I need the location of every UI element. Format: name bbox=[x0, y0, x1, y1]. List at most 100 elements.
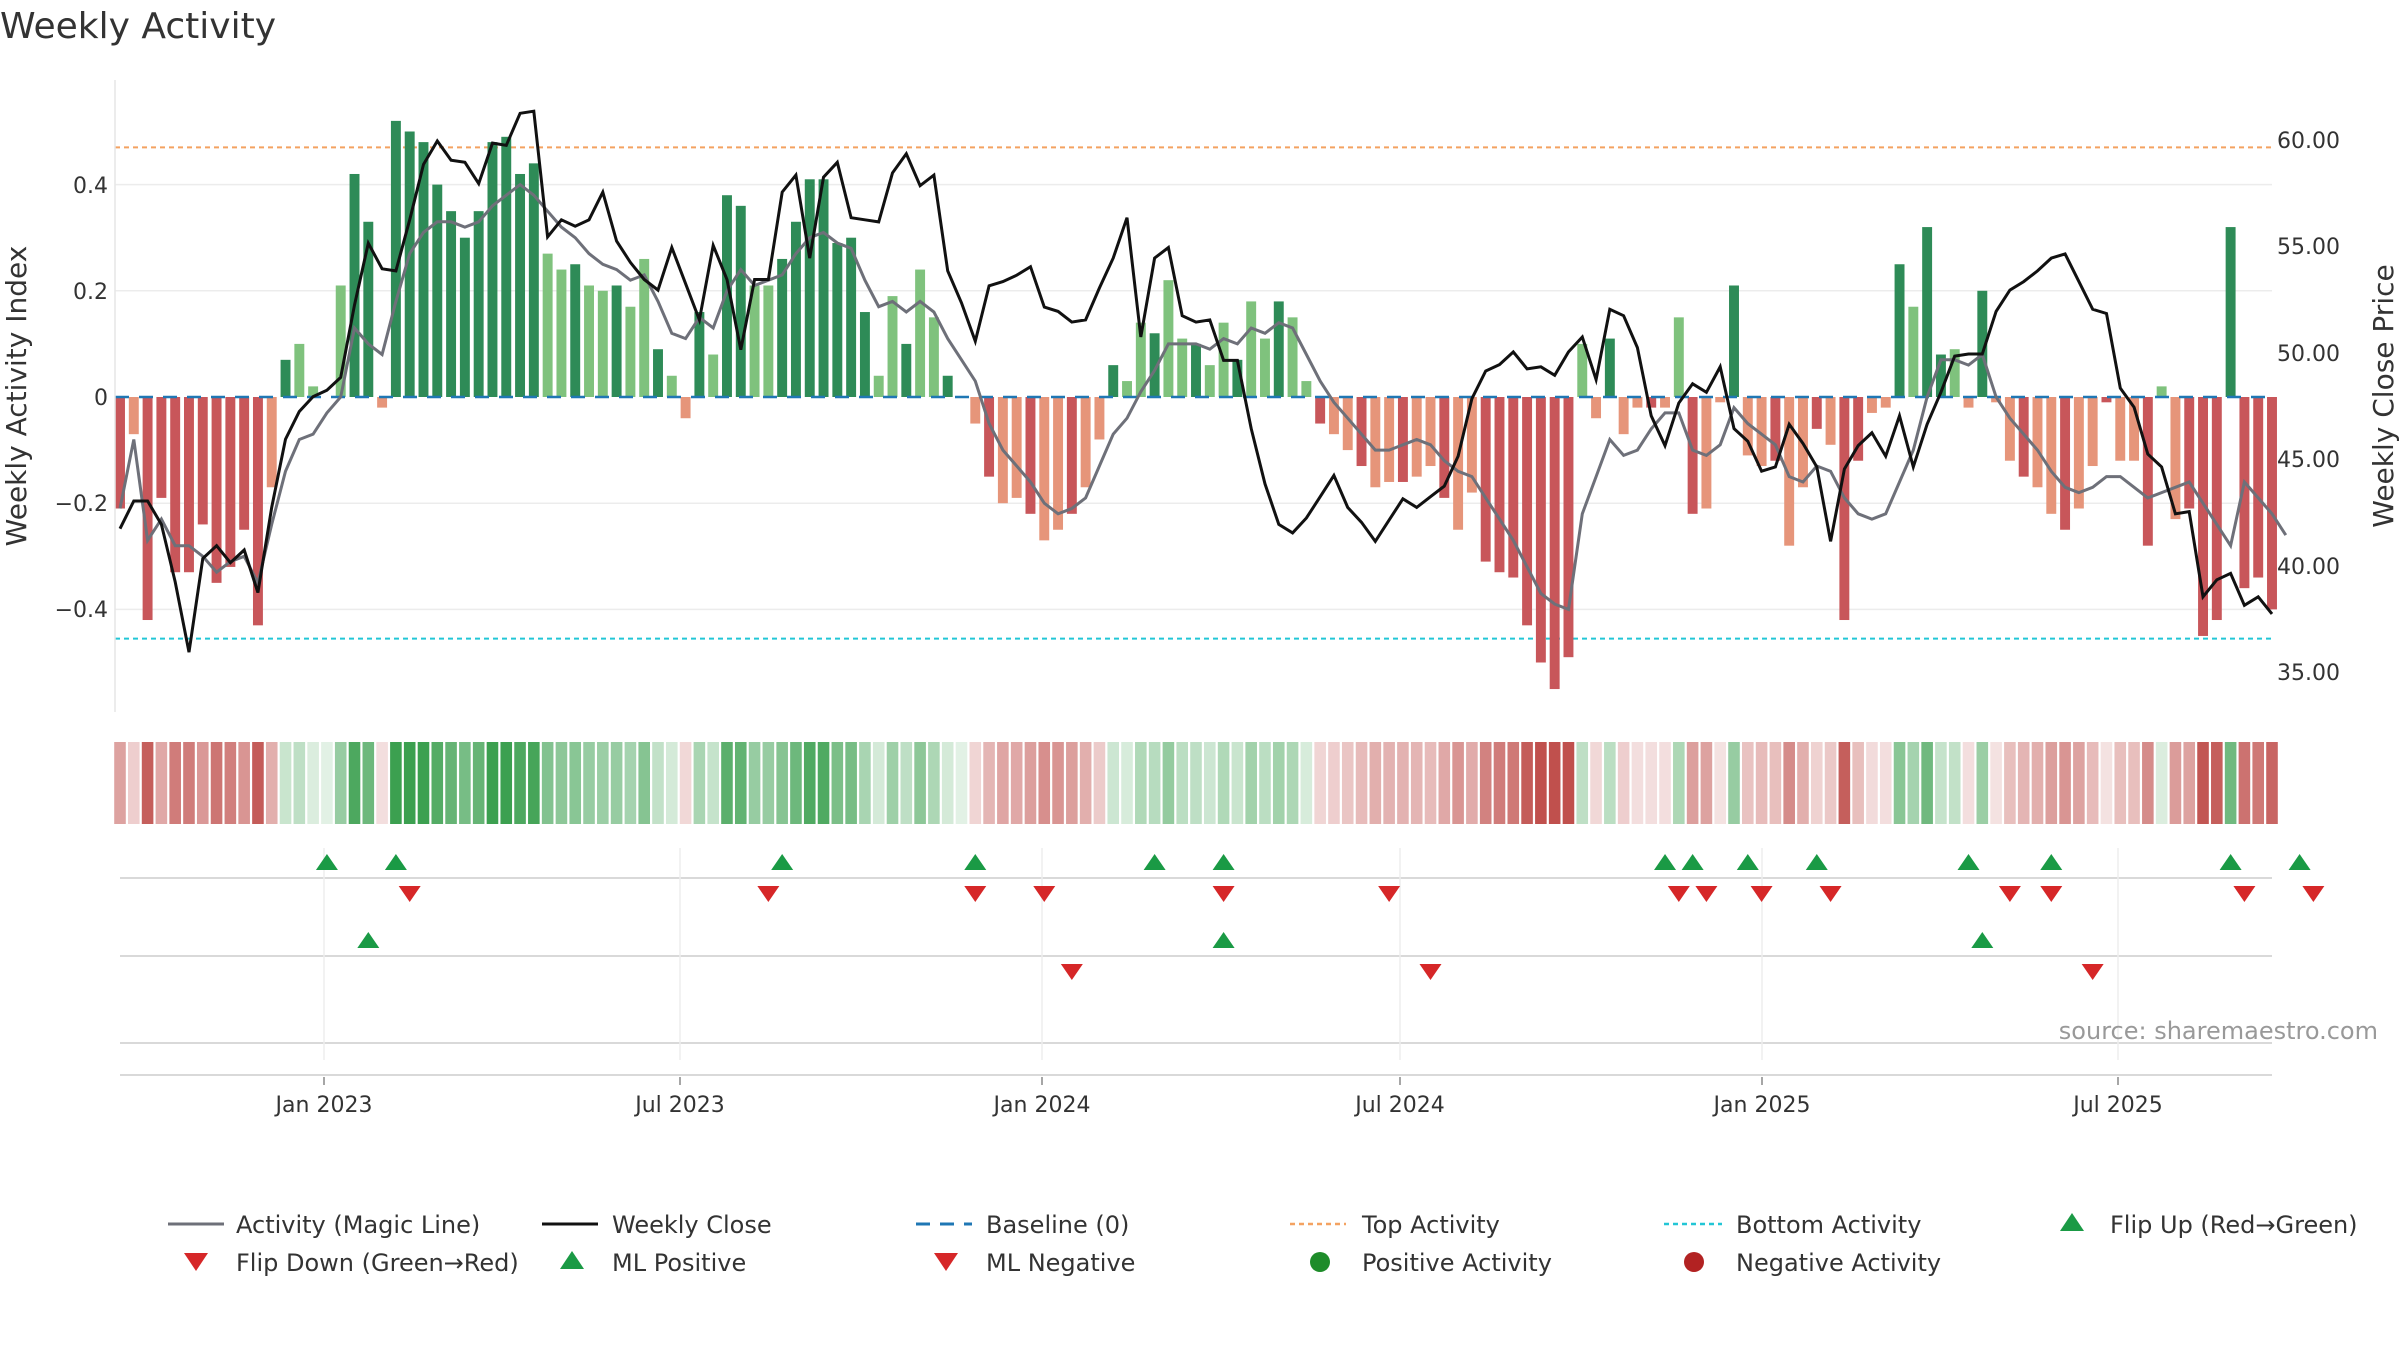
heat-cell bbox=[2100, 742, 2113, 824]
heat-cell bbox=[886, 742, 899, 824]
x-tick-labels: Jan 2023 Jul 2023 Jan 2024 Jul 2024 Jan … bbox=[274, 1093, 2163, 1118]
heat-cell bbox=[1700, 742, 1713, 824]
activity-bar bbox=[363, 221, 374, 397]
activity-bar bbox=[1853, 397, 1864, 461]
activity-bar bbox=[2046, 397, 2057, 514]
activity-bar bbox=[887, 296, 898, 397]
heat-cell bbox=[1852, 742, 1864, 824]
activity-bar bbox=[1687, 397, 1698, 514]
activity-bar bbox=[584, 285, 594, 397]
heat-cell bbox=[2073, 742, 2085, 824]
activity-bar bbox=[1246, 301, 1257, 397]
activity-bar bbox=[1742, 397, 1753, 456]
heat-cell bbox=[1962, 742, 1975, 824]
xtick-label: Jul 2023 bbox=[633, 1093, 725, 1118]
activity-bar bbox=[790, 221, 801, 397]
heat-cell bbox=[803, 742, 816, 824]
heat-cell bbox=[983, 742, 995, 824]
heat-cell bbox=[1079, 742, 1092, 824]
activity-heat-strip bbox=[114, 742, 2278, 824]
flip-up-icon bbox=[1736, 854, 1759, 870]
activity-bar bbox=[1425, 397, 1436, 467]
activity-bar bbox=[749, 285, 760, 397]
heat-cell bbox=[514, 742, 526, 824]
activity-bar bbox=[708, 354, 719, 397]
heat-cell bbox=[859, 742, 871, 824]
heat-cell bbox=[1769, 742, 1782, 824]
ytick-right-label: 35.00 bbox=[2277, 661, 2340, 686]
heat-cell bbox=[1548, 742, 1561, 824]
legend-swatch-ml-negative-icon bbox=[934, 1253, 958, 1271]
heat-cell bbox=[1410, 742, 1423, 824]
heat-cell bbox=[1452, 742, 1464, 824]
flip-down-icon bbox=[2040, 886, 2063, 902]
activity-bar bbox=[722, 195, 732, 397]
activity-bar bbox=[252, 397, 263, 626]
heat-cell bbox=[2128, 742, 2140, 824]
activity-bar bbox=[1011, 397, 1022, 498]
legend-item-flip-down: Flip Down (Green→Red) bbox=[184, 1249, 519, 1277]
heat-cell bbox=[417, 742, 430, 824]
legend-label: ML Positive bbox=[612, 1249, 746, 1277]
activity-bar bbox=[1356, 397, 1367, 467]
flip-down-icon bbox=[1667, 886, 1690, 902]
flip-down-icon bbox=[1998, 886, 2021, 902]
heat-cell bbox=[1659, 742, 1671, 824]
heat-cell bbox=[1217, 742, 1230, 824]
heat-cell bbox=[1797, 742, 1809, 824]
legend-label: Baseline (0) bbox=[986, 1211, 1129, 1239]
heat-cell bbox=[114, 742, 126, 824]
heat-cell bbox=[1838, 742, 1851, 824]
flip-up-icon bbox=[964, 854, 987, 870]
heat-cell bbox=[2031, 742, 2044, 824]
heat-cell bbox=[969, 742, 982, 824]
activity-bar bbox=[832, 243, 843, 397]
heat-cell bbox=[1893, 742, 1906, 824]
activity-bar bbox=[1135, 322, 1146, 397]
heat-cell bbox=[541, 742, 554, 824]
heat-cell bbox=[1176, 742, 1188, 824]
activity-bar bbox=[2267, 397, 2277, 610]
ml-positive-icon bbox=[1971, 932, 1994, 948]
activity-bar bbox=[873, 375, 884, 397]
activity-bar bbox=[528, 163, 539, 397]
heat-cell bbox=[928, 742, 940, 824]
heat-cell bbox=[845, 742, 857, 824]
heat-cell bbox=[1093, 742, 1106, 824]
heat-cell bbox=[431, 742, 444, 824]
activity-bar bbox=[2115, 397, 2126, 461]
flip-up-icon bbox=[384, 854, 407, 870]
activity-bar bbox=[1522, 397, 1533, 626]
legend-swatch-ml-positive-icon bbox=[560, 1251, 584, 1269]
heat-cell bbox=[652, 742, 664, 824]
activity-bar bbox=[1025, 397, 1036, 514]
heat-cell bbox=[2004, 742, 2016, 824]
activity-bar bbox=[1660, 397, 1670, 408]
heat-cell bbox=[1645, 742, 1658, 824]
activity-bar bbox=[542, 253, 553, 397]
activity-bar bbox=[1328, 397, 1339, 435]
heat-cell bbox=[1562, 742, 1575, 824]
ytick-right-label: 60.00 bbox=[2277, 129, 2340, 154]
heat-cell bbox=[762, 742, 775, 824]
ytick-right-label: 55.00 bbox=[2277, 235, 2340, 260]
xtick-label: Jul 2024 bbox=[1353, 1093, 1445, 1118]
activity-bar bbox=[501, 136, 512, 397]
heat-cell bbox=[1935, 742, 1947, 824]
activity-bar bbox=[763, 285, 774, 397]
ml-negative-icon bbox=[1419, 964, 1442, 980]
weekly-close-series bbox=[118, 109, 2274, 653]
activity-bar bbox=[1866, 397, 1877, 413]
ml-negative-icon bbox=[2081, 964, 2104, 980]
flip-up-icon bbox=[2219, 854, 2242, 870]
activity-bar bbox=[694, 312, 705, 397]
activity-bar bbox=[1287, 317, 1298, 397]
heat-cell bbox=[196, 742, 209, 824]
ytick-label: 0.4 bbox=[73, 174, 108, 199]
activity-bar bbox=[1177, 338, 1188, 397]
flip-down-icon bbox=[964, 886, 987, 902]
activity-bar bbox=[846, 237, 857, 397]
activity-bar bbox=[184, 397, 194, 573]
activity-bar bbox=[487, 142, 498, 397]
activity-bar bbox=[1756, 397, 1767, 467]
